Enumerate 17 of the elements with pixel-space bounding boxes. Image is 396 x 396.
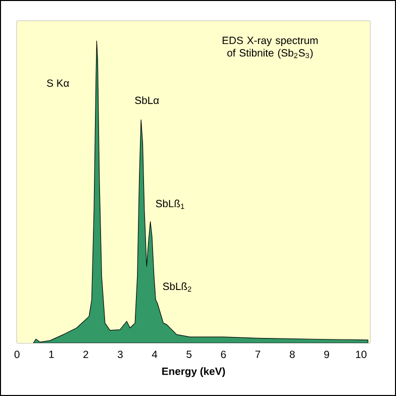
x-tick-label: 2	[83, 350, 88, 358]
x-tick-label: 6	[221, 350, 226, 358]
x-axis-title: Energy (keV)	[162, 367, 225, 378]
x-tick-label: 0	[14, 350, 20, 358]
x-tick-label: 9	[324, 350, 330, 358]
annotation: SbLß$_{2}$	[162, 282, 192, 292]
x-tick-label: 7	[255, 350, 260, 358]
x-tick-label: 1	[49, 350, 54, 358]
x-tick-label: 4	[152, 350, 158, 358]
annotation: SbLα	[135, 96, 159, 104]
annotation: S Kα	[46, 79, 70, 87]
x-tick-label: 3	[118, 350, 123, 358]
x-tick-label: 10	[356, 350, 366, 358]
x-tick-label: 8	[290, 350, 295, 358]
chart-title: EDS X-ray spectrum of Stibnite (Sb$_{2}$S$_{3}$)	[222, 36, 318, 59]
annotation: SbLß$_{1}$	[156, 200, 184, 209]
x-tick-label: 5	[186, 350, 192, 358]
